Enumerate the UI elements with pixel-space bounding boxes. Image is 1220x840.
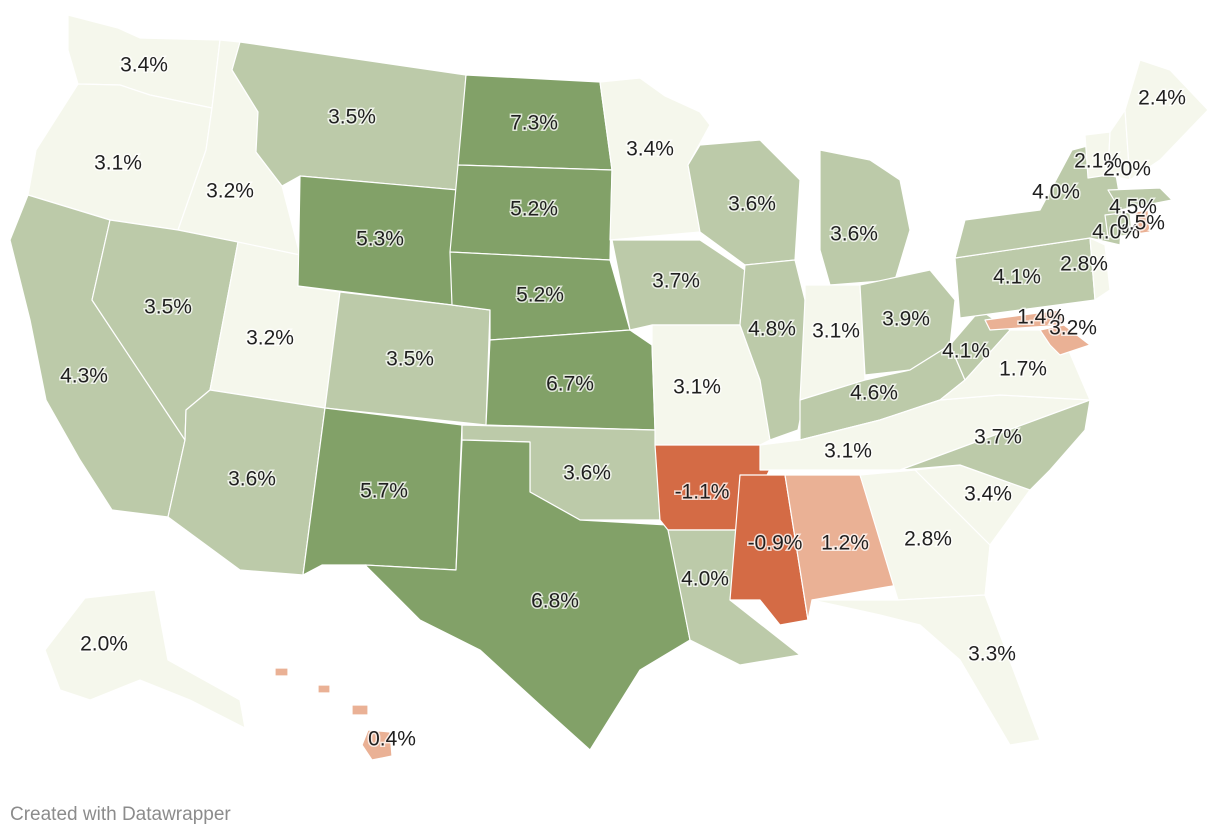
- map-canvas: 3.4% 3.1% 4.3% 3.2% 3.5% 3.2% 3.6% 3.5% 5.3% 3.5%…: [9, 14, 1209, 761]
- state-label-nd: 7.3%: [510, 112, 558, 135]
- state-ri: [1134, 209, 1151, 235]
- state-label-al: 1.2%: [821, 532, 869, 555]
- state-label-ca: 4.3%: [60, 365, 108, 388]
- state-label-de: 1.4%: [1017, 306, 1065, 329]
- state-label-pa: 4.1%: [993, 266, 1041, 289]
- state-ct: [1104, 211, 1133, 238]
- state-label-ks: 6.7%: [546, 373, 594, 396]
- state-shapes: [9, 14, 1209, 761]
- state-label-ak: 2.0%: [80, 633, 128, 656]
- state-label-nh: 2.0%: [1103, 158, 1151, 181]
- state-nj: [1089, 237, 1111, 301]
- state-label-wi: 3.6%: [728, 193, 776, 216]
- state-label-il: 4.8%: [748, 318, 796, 341]
- state-label-sd: 5.2%: [510, 198, 558, 221]
- state-label-nj: 2.8%: [1060, 253, 1108, 276]
- state-label-me: 2.4%: [1138, 87, 1186, 110]
- state-label-va: 1.7%: [999, 358, 1047, 381]
- state-mn: [599, 77, 711, 241]
- state-label-ma: 4.5%: [1109, 196, 1157, 219]
- state-label-tn: 3.1%: [824, 440, 872, 463]
- state-al: [784, 474, 899, 621]
- state-label-md: 3.2%: [1049, 317, 1097, 340]
- state-label-mo: 3.1%: [673, 376, 721, 399]
- datawrapper-credit: Created with Datawrapper: [10, 804, 231, 825]
- state-labels: 3.4% 3.1% 4.3% 3.2% 3.5% 3.2% 3.6% 3.5% 5.3% 3.5%…: [59, 52, 1188, 752]
- state-label-wv: 4.1%: [942, 340, 990, 363]
- state-hi: [274, 667, 393, 761]
- state-label-ia: 3.7%: [652, 270, 700, 293]
- state-label-ny: 4.0%: [1032, 181, 1080, 204]
- state-me: [1124, 59, 1209, 181]
- state-label-ne: 5.2%: [516, 284, 564, 307]
- state-label-la: 4.0%: [681, 568, 729, 591]
- state-label-ct: 4.0%: [1092, 221, 1140, 244]
- state-label-tx: 6.8%: [531, 590, 579, 613]
- state-label-az: 3.6%: [228, 468, 276, 491]
- state-il: [739, 259, 806, 441]
- state-label-mt: 3.5%: [328, 106, 376, 129]
- state-label-hi: 0.4%: [368, 728, 416, 751]
- state-tx: [364, 439, 691, 751]
- state-label-nv: 3.5%: [144, 296, 192, 319]
- state-md: [1039, 324, 1091, 356]
- state-label-co: 3.5%: [386, 348, 434, 371]
- state-label-fl: 3.3%: [968, 643, 1016, 666]
- state-label-vt: 2.1%: [1074, 150, 1122, 173]
- state-label-sc: 3.4%: [964, 483, 1012, 506]
- state-label-wy: 5.3%: [356, 228, 404, 251]
- state-label-ky: 4.6%: [850, 382, 898, 405]
- state-label-nm: 5.7%: [360, 480, 408, 503]
- state-ak: [44, 589, 246, 729]
- state-co: [324, 291, 491, 426]
- state-label-ar: -1.1%: [675, 481, 730, 504]
- state-ga: [859, 469, 991, 601]
- state-label-oh: 3.9%: [882, 308, 930, 331]
- state-ma: [1107, 187, 1173, 211]
- state-mi: [819, 149, 911, 286]
- state-label-ga: 2.8%: [904, 528, 952, 551]
- state-label-nc: 3.7%: [974, 426, 1022, 449]
- state-label-in: 3.1%: [812, 320, 860, 343]
- state-label-ms: -0.9%: [748, 532, 803, 555]
- state-label-wa: 3.4%: [120, 54, 168, 77]
- state-label-mi: 3.6%: [830, 223, 878, 246]
- state-label-or: 3.1%: [94, 152, 142, 175]
- state-label-mn: 3.4%: [626, 138, 674, 161]
- state-label-ri: 0.5%: [1117, 212, 1165, 235]
- state-fl: [811, 594, 1041, 746]
- state-label-ok: 3.6%: [563, 462, 611, 485]
- state-label-ut: 3.2%: [246, 327, 294, 350]
- state-label-id: 3.2%: [206, 180, 254, 203]
